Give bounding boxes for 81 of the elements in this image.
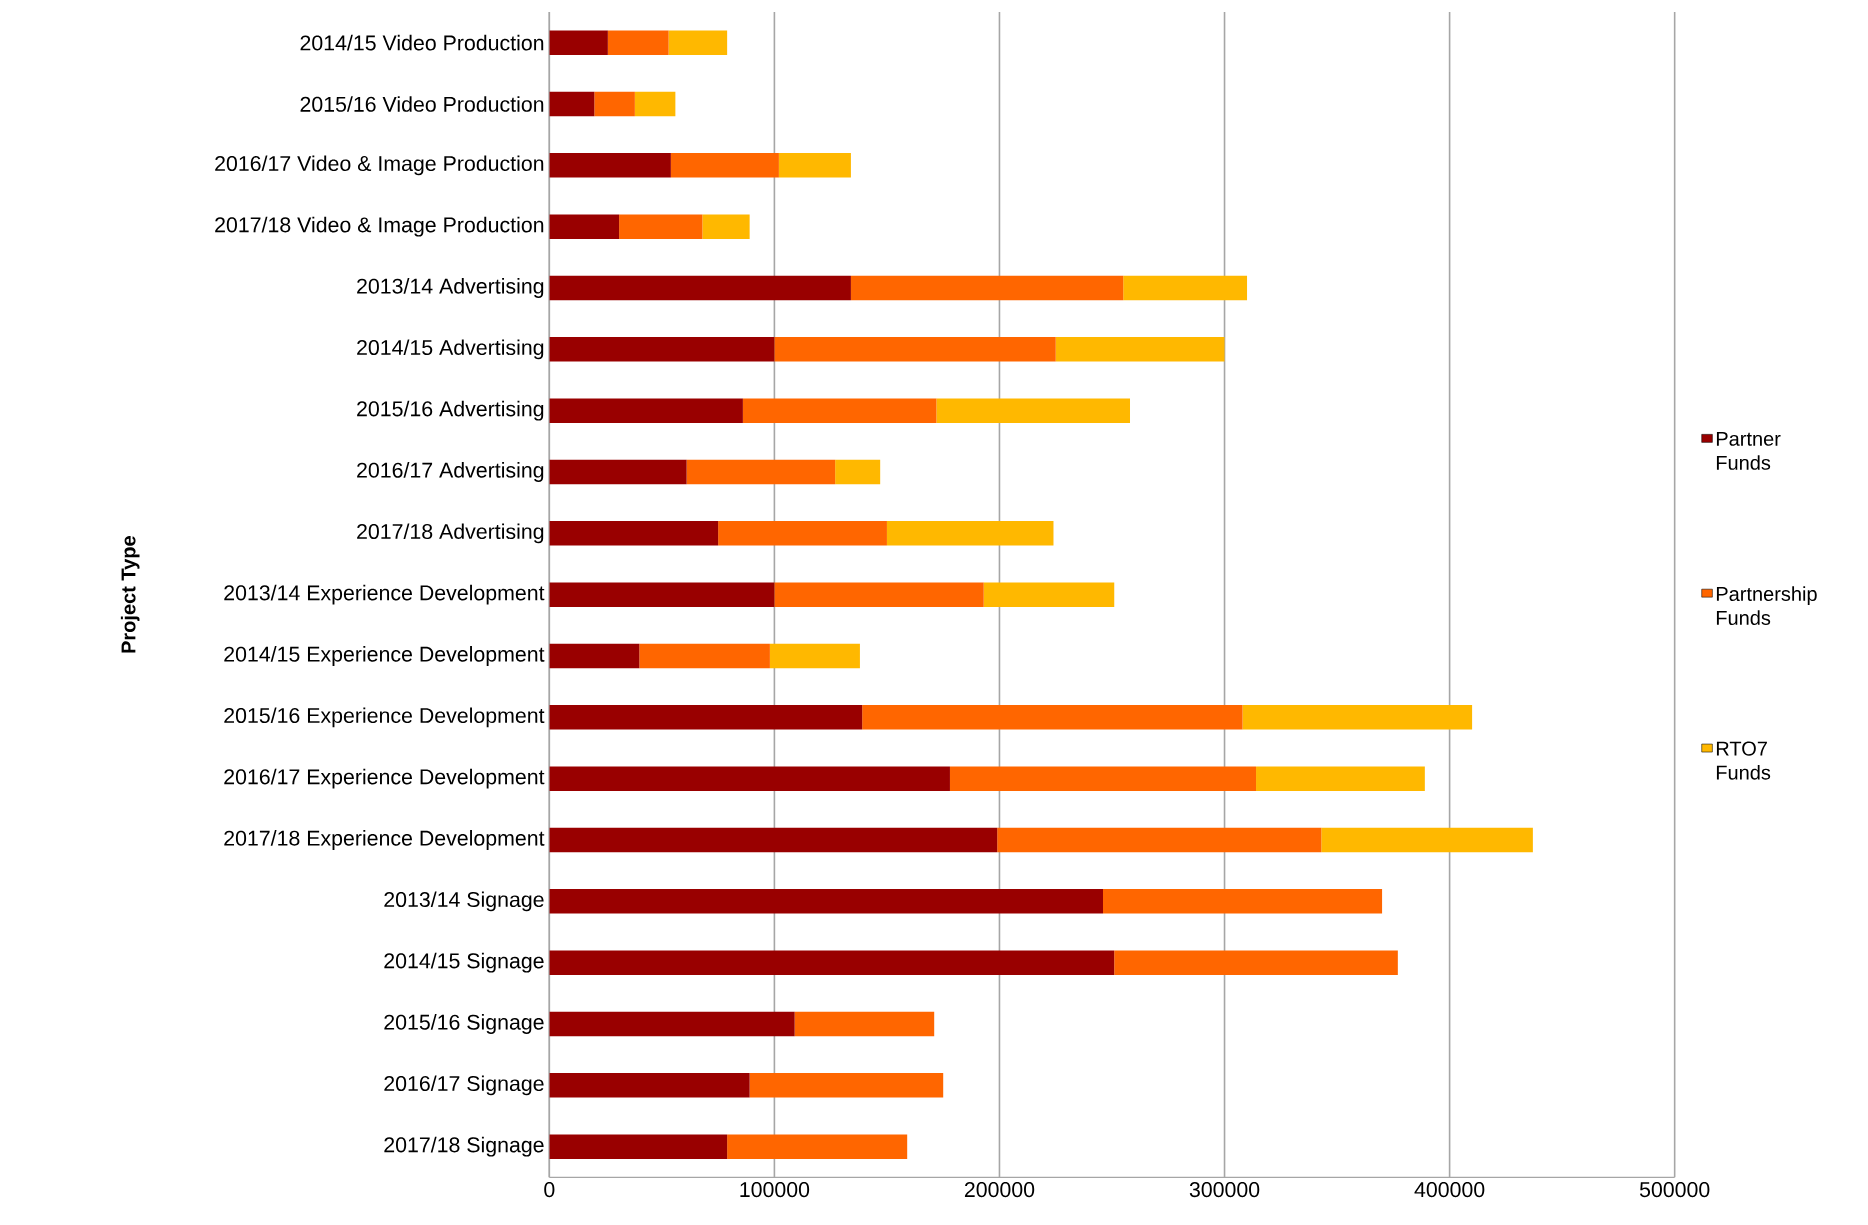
- bar: [1321, 827, 1533, 853]
- bar: [549, 91, 595, 117]
- y-tick-label: 2017/18 Experience Development: [224, 829, 545, 850]
- bar: [639, 643, 770, 669]
- y-tick-label: 2014/15 Advertising: [357, 339, 544, 360]
- y-tick-label: 2017/18 Video & Image Production: [215, 216, 544, 237]
- bar: [549, 827, 998, 853]
- bar: [778, 152, 851, 178]
- bar: [749, 1072, 944, 1098]
- bar: [774, 336, 1056, 362]
- bar: [549, 1072, 750, 1098]
- bar: [742, 398, 937, 423]
- bar: [769, 643, 860, 669]
- bar: [936, 398, 1130, 423]
- x-tick-label: 500000: [1639, 1181, 1710, 1197]
- bar: [794, 1011, 935, 1037]
- y-tick-label: 2014/15 Signage: [384, 952, 544, 973]
- y-tick-label: 2016/17 Experience Development: [224, 768, 545, 789]
- x-tick-label: 100000: [740, 1181, 810, 1197]
- x-tick-label: 300000: [1189, 1181, 1260, 1197]
- bar: [668, 30, 728, 55]
- bar: [1123, 275, 1248, 301]
- bar: [727, 1134, 908, 1159]
- legend-label: Partner Funds: [1716, 431, 1781, 470]
- bar: [549, 336, 775, 362]
- bar: [1242, 704, 1473, 730]
- y-tick-label: 2014/15 Experience Development: [224, 645, 545, 666]
- bar: [549, 582, 775, 607]
- bar: [549, 398, 743, 423]
- x-tick-label: 0: [544, 1181, 555, 1197]
- bar: [549, 643, 640, 669]
- bar: [549, 766, 950, 791]
- y-tick-label: 2014/15 Video Production: [300, 34, 544, 51]
- bar: [1114, 950, 1398, 975]
- bar: [1256, 766, 1425, 791]
- bar: [949, 766, 1257, 791]
- bar: [686, 459, 836, 485]
- bar: [1055, 336, 1225, 362]
- y-tick-label: 2015/16 Experience Development: [224, 707, 545, 728]
- y-tick-label: 2013/14 Signage: [384, 891, 544, 912]
- legend-label: Partnership Funds: [1716, 586, 1817, 625]
- bar: [862, 704, 1243, 730]
- y-tick-label: 2015/16 Advertising: [357, 400, 544, 421]
- y-tick-label: 2017/18 Signage: [384, 1136, 544, 1157]
- bar: [549, 214, 620, 239]
- y-tick-label: 2016/17 Advertising: [357, 461, 544, 482]
- y-tick-label: 2015/16 Signage: [384, 1013, 544, 1034]
- bar: [549, 1134, 728, 1159]
- bar: [835, 459, 881, 485]
- bar: [549, 30, 608, 55]
- bar: [886, 520, 1054, 546]
- bar: [549, 520, 719, 546]
- bar: [670, 152, 779, 178]
- y-tick-label: 2016/17 Signage: [384, 1075, 544, 1096]
- bar: [594, 91, 635, 117]
- bar: [549, 152, 671, 178]
- bar: [549, 888, 1103, 914]
- bar: [549, 704, 863, 730]
- y-tick-label: 2013/14 Experience Development: [224, 584, 545, 605]
- bar: [549, 459, 687, 485]
- bar: [702, 214, 750, 239]
- bar: [850, 275, 1124, 301]
- bar: [549, 950, 1115, 975]
- bar: [619, 214, 703, 239]
- bar: [607, 30, 669, 55]
- bar: [1103, 888, 1383, 914]
- bar: [718, 520, 887, 546]
- y-axis-title: Project Type: [120, 535, 140, 653]
- x-tick-label: 400000: [1414, 1181, 1485, 1197]
- bar: [634, 91, 676, 117]
- bar: [983, 582, 1115, 607]
- y-tick-label: 2017/18 Advertising: [357, 523, 544, 544]
- y-tick-label: 2013/14 Advertising: [357, 277, 544, 298]
- bar: [549, 1011, 795, 1037]
- legend-label: RTO7 Funds: [1716, 741, 1771, 780]
- bar: [774, 582, 984, 607]
- y-tick-label: 2015/16 Video Production: [300, 96, 544, 112]
- x-tick-label: 200000: [964, 1181, 1035, 1197]
- y-tick-label: 2016/17 Video & Image Production: [215, 155, 544, 176]
- bar: [549, 275, 851, 301]
- bar: [997, 827, 1322, 853]
